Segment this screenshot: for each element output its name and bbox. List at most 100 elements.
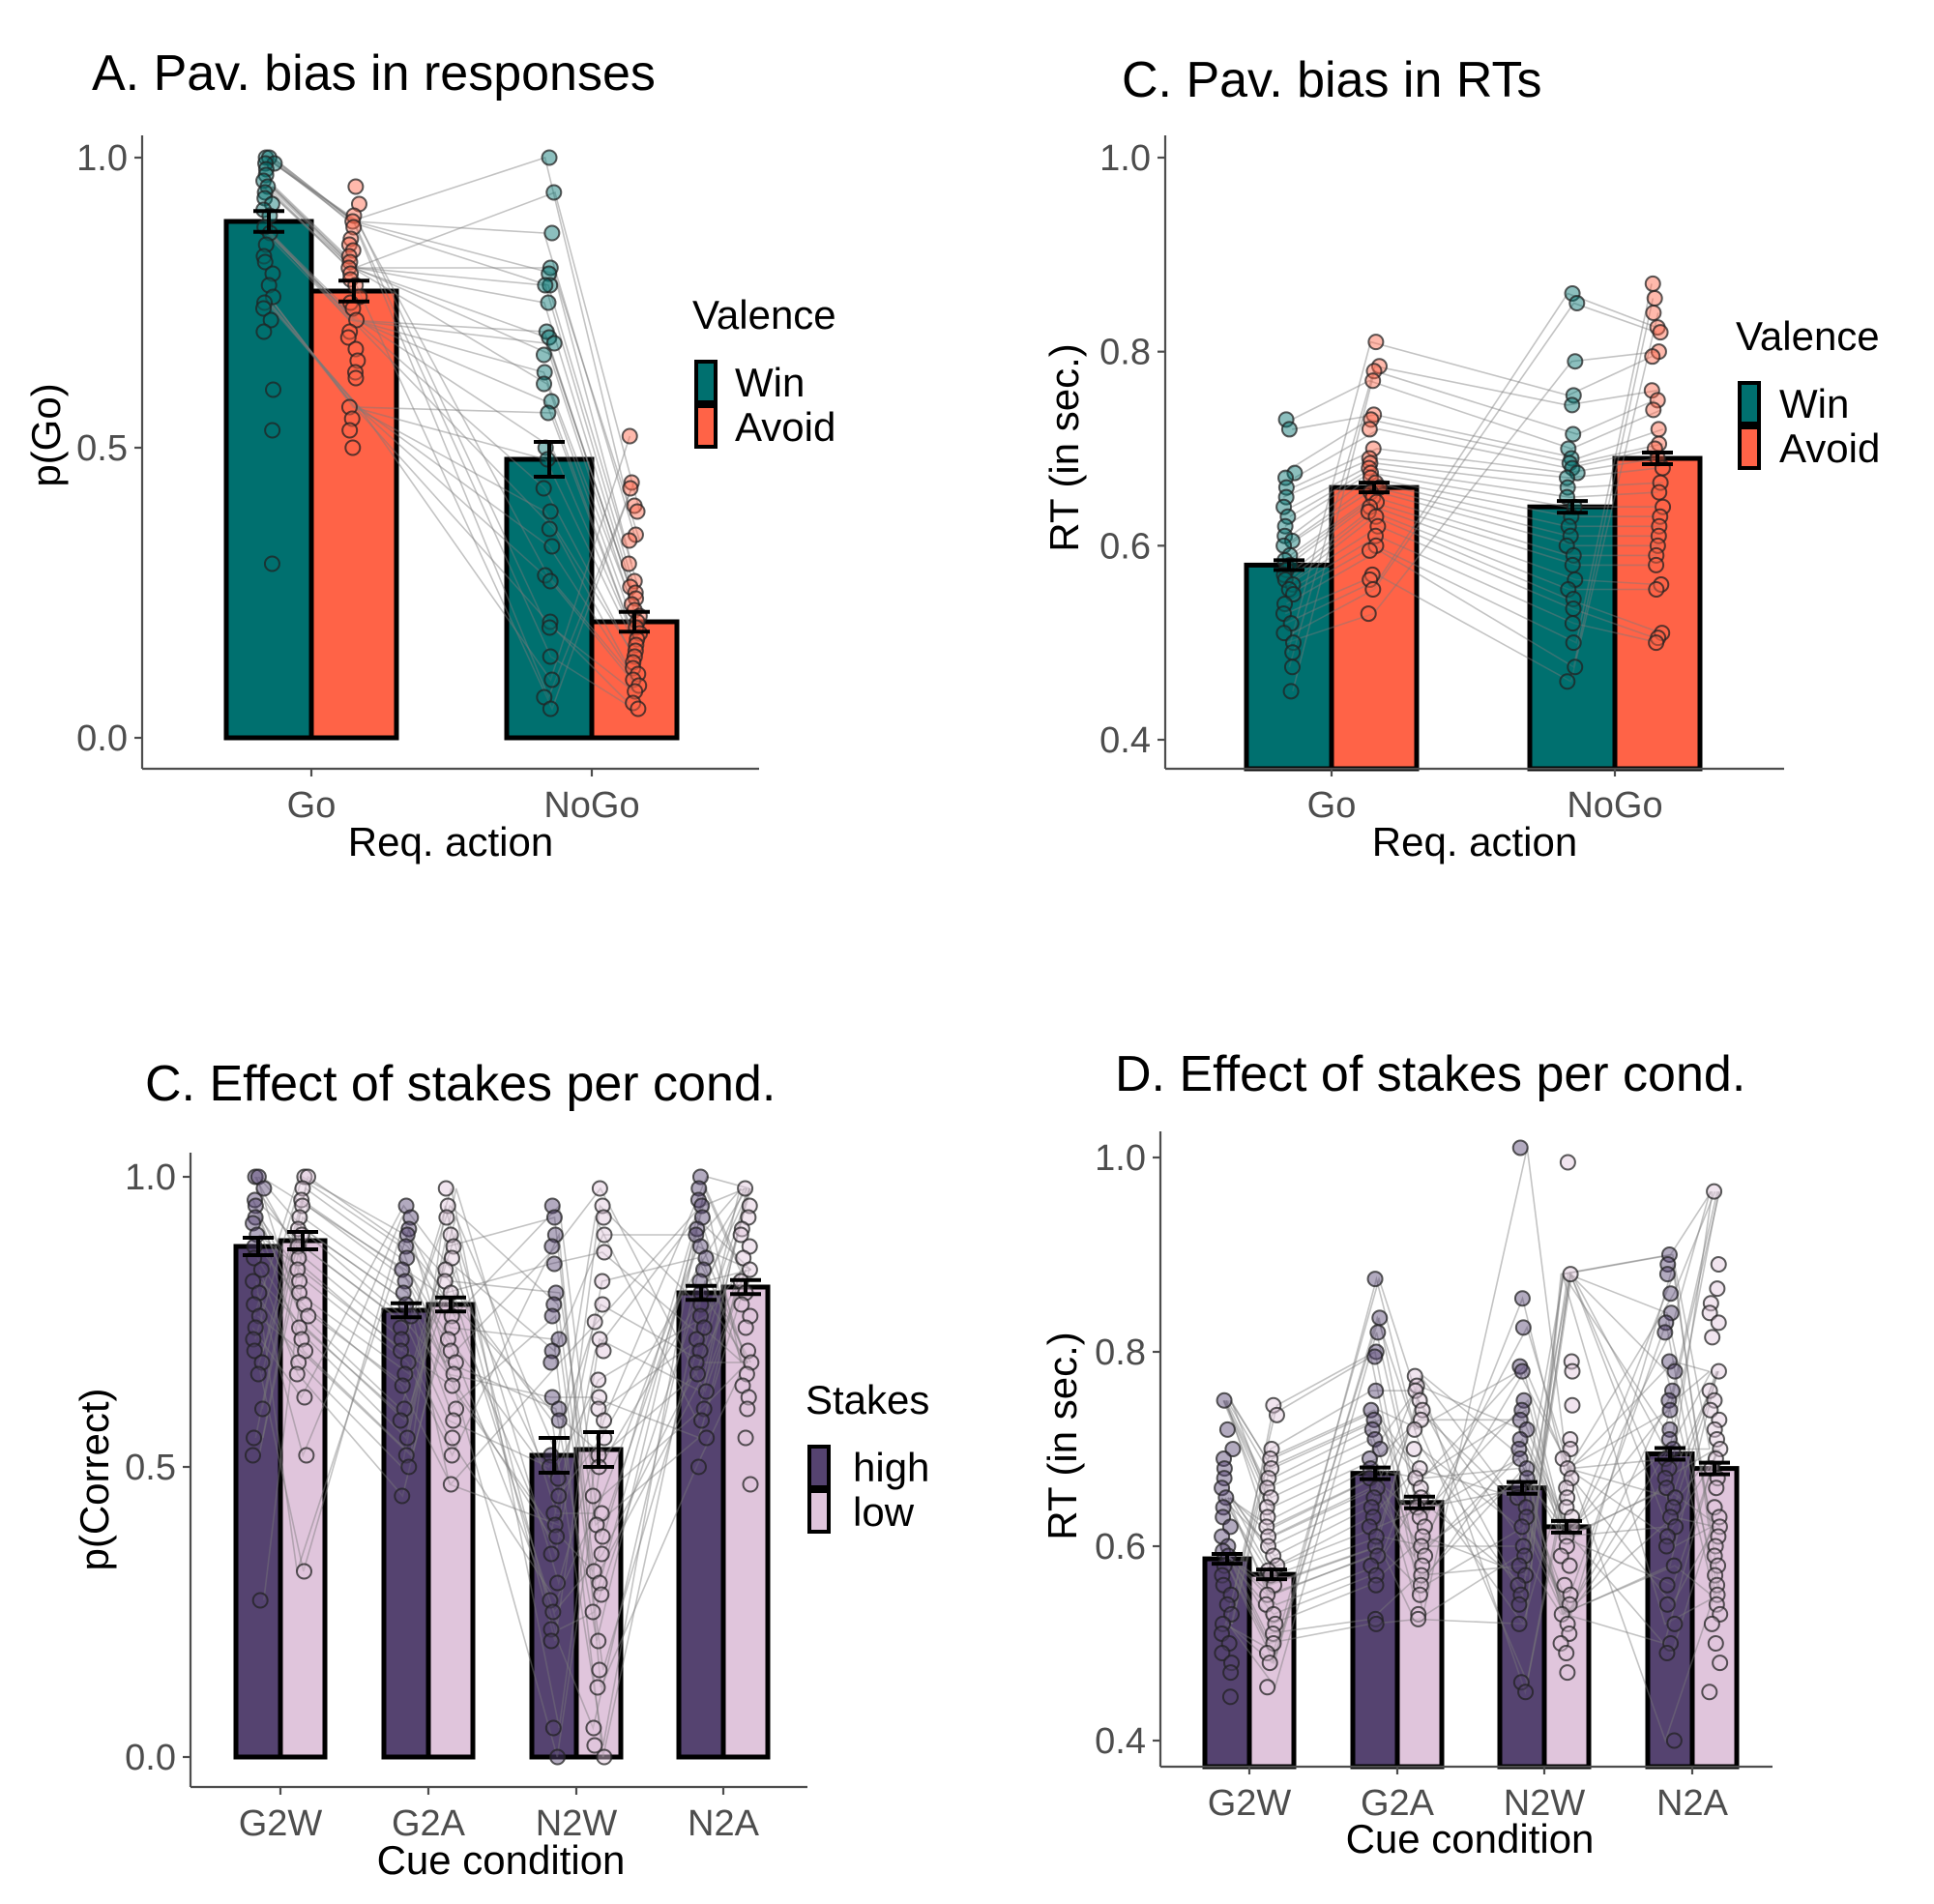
data-point-high-n2a — [1657, 1538, 1675, 1555]
data-point-low-g2a — [439, 1197, 456, 1215]
x-tick-label: G2W — [239, 1803, 323, 1844]
x-tick-label: Go — [287, 785, 337, 826]
data-point-win-nogo — [542, 700, 559, 718]
data-point-high-n2a — [1666, 1615, 1684, 1632]
data-point-high-g2w — [244, 1447, 261, 1464]
data-point-win-go — [1284, 644, 1302, 661]
data-point-high-g2a — [1371, 1441, 1389, 1457]
data-point-low-n2a — [733, 1220, 750, 1238]
participant-line — [1220, 1374, 1716, 1616]
data-point-low-g2w — [300, 1307, 317, 1325]
participant-line — [264, 232, 634, 600]
data-point-low-g2a — [438, 1209, 455, 1226]
data-point-low-g2w — [294, 1180, 311, 1197]
data-point-low-n2a — [1707, 1635, 1724, 1652]
participant-line — [262, 186, 636, 605]
data-point-low-n2a — [1704, 1329, 1721, 1346]
participant-line — [269, 186, 636, 629]
data-point-avoid-go — [347, 178, 365, 195]
participant-line — [261, 1204, 752, 1538]
participant-line — [1232, 1191, 1718, 1617]
data-point-low-g2a — [443, 1447, 460, 1464]
participant-line — [258, 1204, 744, 1614]
legend-key-win — [1738, 381, 1761, 425]
data-point-low-n2w — [1558, 1645, 1575, 1662]
data-point-high-n2a — [1662, 1635, 1680, 1652]
participant-line — [1285, 298, 1655, 669]
participant-line — [263, 1233, 748, 1601]
participant-line — [271, 157, 639, 588]
data-point-high-g2a — [398, 1226, 416, 1244]
data-point-low-n2w — [595, 1342, 612, 1360]
data-point-high-n2a — [698, 1429, 716, 1447]
participant-line — [1288, 496, 1657, 562]
data-point-win-nogo — [1559, 673, 1576, 690]
data-point-low-n2a — [1706, 1183, 1723, 1200]
error-bar-high-g2w — [1212, 1552, 1243, 1567]
data-point-high-g2a — [392, 1412, 409, 1429]
error-bar-low-g2a — [435, 1295, 466, 1314]
data-point-low-n2w — [585, 1719, 602, 1737]
participant-line — [1289, 467, 1658, 517]
bar-high-g2w — [233, 1244, 283, 1760]
participant-line — [1291, 379, 1662, 450]
data-point-low-g2w — [1261, 1655, 1278, 1672]
data-point-high-n2w — [543, 1307, 561, 1325]
data-point-high-n2a — [1658, 1576, 1676, 1594]
panel-c-title: C. Effect of stakes per cond. — [145, 1056, 776, 1112]
y-tick-label: 1.0 — [125, 1157, 176, 1198]
data-point-low-n2w — [593, 1586, 610, 1603]
x-tick-label: N2A — [1656, 1783, 1729, 1824]
data-point-low-g2a — [1410, 1610, 1427, 1627]
data-point-low-n2a — [741, 1261, 758, 1278]
data-point-low-g2a — [437, 1261, 454, 1278]
error-bar-low-g2w — [287, 1230, 318, 1251]
panel-d-title: D. Effect of stakes per cond. — [1115, 1046, 1745, 1102]
y-tick-label: 0.0 — [125, 1738, 176, 1778]
data-point-high-g2w — [1214, 1479, 1231, 1497]
legend-label-low: low — [853, 1489, 915, 1535]
data-point-high-n2w — [550, 1412, 568, 1429]
participant-line — [1230, 1147, 1721, 1625]
error-bar-high-n2w — [1507, 1479, 1538, 1496]
legend-label-win: Win — [1779, 381, 1849, 426]
data-point-low-n2w — [594, 1528, 611, 1545]
data-point-low-g2w — [298, 1447, 315, 1464]
data-point-low-g2a — [1407, 1382, 1424, 1399]
data-point-high-g2a — [1367, 1576, 1385, 1594]
data-point-low-n2w — [591, 1389, 608, 1406]
participant-line — [1228, 1272, 1719, 1626]
data-point-low-g2a — [1417, 1547, 1434, 1565]
data-point-low-n2a — [1708, 1596, 1725, 1613]
data-point-win-nogo — [540, 404, 557, 422]
data-point-high-n2w — [549, 1748, 567, 1766]
x-tick-label: G2W — [1208, 1783, 1292, 1824]
data-point-low-n2w — [593, 1545, 610, 1563]
legend-key-avoid — [1738, 425, 1761, 470]
data-point-high-n2a — [1661, 1401, 1679, 1419]
data-point-high-n2a — [697, 1383, 715, 1400]
data-point-low-g2a — [1411, 1460, 1428, 1478]
participant-line — [1293, 511, 1661, 591]
participant-line — [273, 302, 639, 652]
participant-line — [271, 186, 641, 513]
data-point-low-g2w — [1263, 1460, 1280, 1478]
data-point-win-go — [1275, 625, 1293, 642]
data-point-avoid-go — [1364, 372, 1382, 390]
error-bar-win-nogo — [534, 440, 565, 479]
panel-b: C. Pav. bias in RTs RT (in sec.) Req. ac… — [1041, 52, 1880, 864]
data-point-high-g2a — [1364, 1509, 1382, 1526]
data-point-win-go — [254, 300, 272, 317]
participant-line — [256, 1205, 744, 1731]
data-point-low-n2w — [1562, 1266, 1579, 1283]
data-point-low-n2w — [594, 1273, 611, 1290]
data-point-high-n2w — [1514, 1319, 1532, 1336]
data-point-high-n2a — [1662, 1285, 1680, 1303]
legend-label-win: Win — [735, 360, 805, 405]
data-point-high-n2w — [1509, 1576, 1527, 1594]
participant-line — [271, 186, 641, 617]
data-point-avoid-go — [1361, 542, 1378, 559]
participant-line — [1282, 457, 1658, 498]
